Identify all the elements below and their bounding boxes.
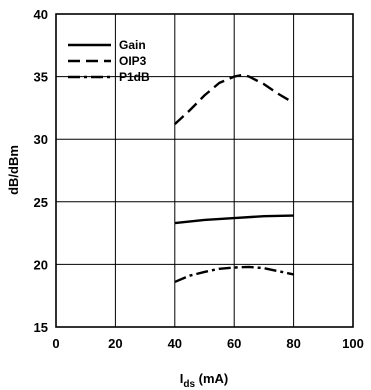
tick-labels: 0 20 40 60 80 100 15 20 25 30 35 40: [34, 7, 364, 351]
plot-frame: [55, 13, 354, 328]
x-axis-label-unit: (mA): [195, 371, 228, 386]
y-tick-label: 35: [34, 70, 48, 85]
legend-label-p1db: P1dB: [119, 70, 150, 84]
x-tick-label: 60: [227, 336, 241, 351]
x-tick-label: 100: [342, 336, 364, 351]
series-line-p1db: [174, 265, 294, 284]
y-tick-label: 25: [34, 195, 48, 210]
grid: [56, 14, 353, 327]
series-line-gain: [174, 214, 294, 225]
y-tick-label: 15: [34, 320, 48, 335]
legend-label-oip3: OIP3: [119, 54, 147, 68]
series-line-oip3: [173, 73, 295, 126]
x-axis-label-main: I: [180, 371, 184, 386]
x-tick-label: 0: [52, 336, 59, 351]
series-lines: [173, 73, 295, 284]
x-axis-label-subscript: ds: [183, 379, 195, 390]
y-tick-label: 20: [34, 257, 48, 272]
legend-label-gain: Gain: [119, 38, 146, 52]
x-tick-label: 40: [168, 336, 182, 351]
y-axis-label: dB/dBm: [6, 145, 21, 195]
y-tick-label: 30: [34, 132, 48, 147]
legend: Gain OIP3 P1dB: [68, 38, 150, 84]
x-tick-label: 20: [108, 336, 122, 351]
x-axis-label: Ids (mA): [180, 371, 229, 390]
y-tick-label: 40: [34, 7, 48, 22]
x-tick-label: 80: [286, 336, 300, 351]
